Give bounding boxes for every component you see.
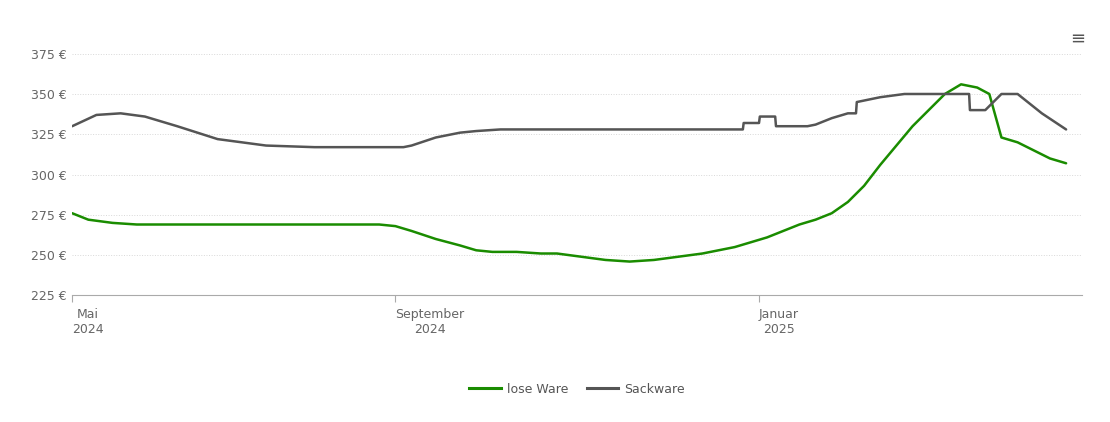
Legend: lose Ware, Sackware: lose Ware, Sackware (464, 378, 690, 401)
Text: ≡: ≡ (1070, 30, 1086, 48)
